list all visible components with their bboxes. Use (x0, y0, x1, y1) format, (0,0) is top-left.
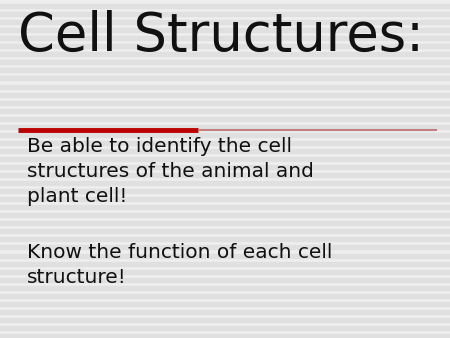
Text: Be able to identify the cell
structures of the animal and
plant cell!: Be able to identify the cell structures … (27, 137, 314, 206)
Bar (0, 52, 450, 56)
Bar (0, 76, 450, 80)
Bar (0, 28, 450, 32)
Text: Cell Structures:: Cell Structures: (18, 10, 424, 62)
Bar (0, 173, 450, 177)
Bar (0, 117, 450, 121)
Bar (0, 286, 450, 290)
Bar (0, 334, 450, 338)
Bar (0, 262, 450, 266)
Bar (0, 326, 450, 330)
Bar (0, 108, 450, 113)
Bar (0, 205, 450, 209)
Bar (0, 230, 450, 233)
Bar (0, 61, 450, 64)
Bar (0, 36, 450, 40)
Bar (0, 84, 450, 89)
Bar (0, 237, 450, 241)
Bar (0, 44, 450, 48)
Bar (0, 157, 450, 161)
Text: Know the function of each cell
structure!: Know the function of each cell structure… (27, 243, 333, 287)
Bar (0, 101, 450, 105)
Bar (0, 310, 450, 314)
Bar (0, 93, 450, 97)
Bar (0, 165, 450, 169)
Bar (0, 213, 450, 217)
Bar (0, 189, 450, 193)
Bar (0, 125, 450, 129)
Bar (0, 181, 450, 185)
Bar (0, 318, 450, 322)
Bar (0, 245, 450, 249)
Bar (0, 68, 450, 72)
Bar (0, 20, 450, 24)
Bar (0, 197, 450, 201)
Bar (0, 141, 450, 145)
Bar (0, 149, 450, 153)
Bar (0, 294, 450, 298)
Bar (0, 133, 450, 137)
Bar (0, 277, 450, 282)
Bar (0, 4, 450, 8)
Bar (0, 12, 450, 16)
Bar (0, 254, 450, 258)
Bar (0, 302, 450, 306)
Bar (0, 221, 450, 225)
Bar (0, 270, 450, 274)
